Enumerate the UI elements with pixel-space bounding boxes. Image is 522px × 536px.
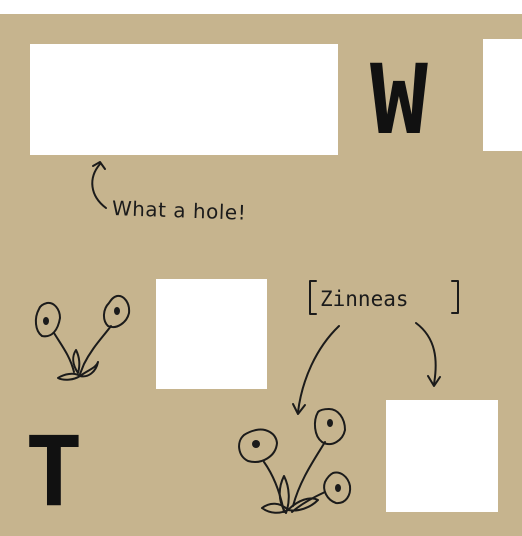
arrow-to-hole-icon — [415, 322, 441, 387]
curved-arrow-icon — [91, 161, 107, 209]
letter-t: T — [25, 416, 83, 528]
flower-doodle-icon — [34, 294, 131, 381]
white-hole-middle — [156, 279, 267, 389]
bracket-icon — [309, 280, 459, 315]
letter-w: W — [370, 44, 428, 156]
white-hole-bottom-right — [386, 400, 498, 512]
white-hole-edge — [483, 39, 522, 151]
white-hole-large — [30, 44, 338, 155]
arrow-to-flowers-icon — [292, 325, 340, 415]
zinneas-label: Zinneas — [320, 287, 409, 311]
flower-bunch-doodle-icon — [238, 408, 352, 514]
